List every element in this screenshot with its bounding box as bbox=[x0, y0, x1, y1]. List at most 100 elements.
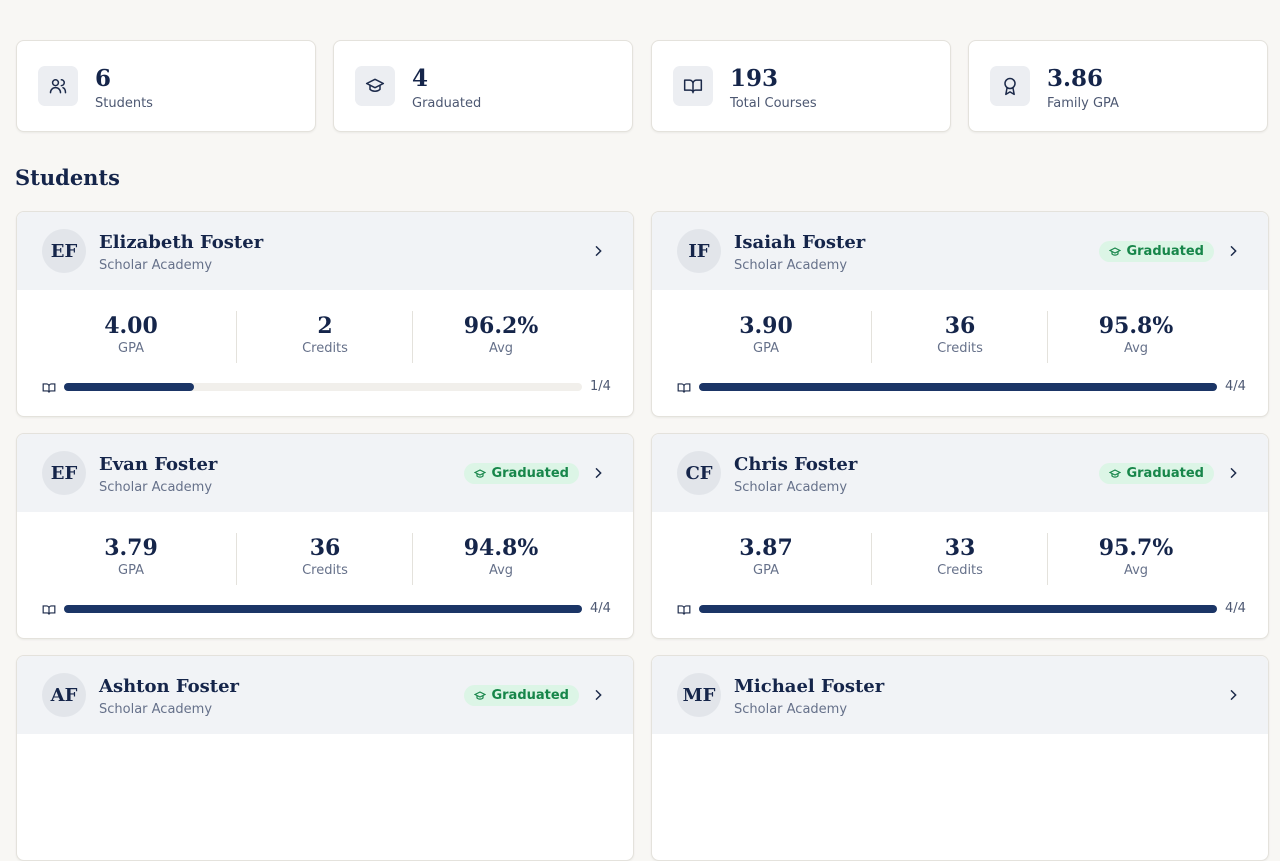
divider bbox=[412, 311, 413, 363]
student-gpa-label: GPA bbox=[753, 563, 779, 578]
stat-column: 94.8% Avg bbox=[413, 535, 589, 578]
stat-label: Family GPA bbox=[1047, 96, 1119, 111]
stat-value: 6 bbox=[95, 65, 112, 92]
chevron[interactable] bbox=[590, 687, 606, 707]
progress-fill bbox=[699, 383, 1217, 391]
section-title: Students bbox=[15, 165, 120, 190]
student-gpa-label: GPA bbox=[753, 341, 779, 356]
badge-text: Graduated bbox=[491, 466, 569, 481]
divider bbox=[236, 311, 237, 363]
student-credits-label: Credits bbox=[937, 341, 983, 356]
student-card: EF Evan Foster Scholar Academy Graduated 3.7… bbox=[16, 433, 634, 639]
student-gpa: 3.90 bbox=[739, 313, 793, 339]
student-name: Isaiah Foster bbox=[734, 232, 866, 253]
student-avg-label: Avg bbox=[1123, 341, 1149, 356]
divider bbox=[871, 533, 872, 585]
student-card: MF Michael Foster Scholar Academy bbox=[651, 655, 1269, 861]
stat-column: 4.00 GPA bbox=[43, 313, 219, 356]
badge-text: Graduated bbox=[1126, 244, 1204, 259]
chevron[interactable] bbox=[1225, 243, 1241, 263]
card-header: CF Chris Foster Scholar Academy Graduated bbox=[652, 434, 1268, 512]
student-gpa: 4.00 bbox=[104, 313, 158, 339]
chevron[interactable] bbox=[1225, 465, 1241, 485]
divider bbox=[1047, 533, 1048, 585]
divider bbox=[236, 533, 237, 585]
stat-column: 2 Credits bbox=[237, 313, 413, 356]
student-credits: 36 bbox=[309, 535, 341, 561]
chevron[interactable] bbox=[590, 243, 606, 263]
book-icon bbox=[42, 602, 56, 621]
school: Scholar Academy bbox=[734, 258, 848, 273]
badge-text: Graduated bbox=[491, 688, 569, 703]
student-name: Evan Foster bbox=[99, 454, 218, 475]
chevron[interactable] bbox=[1225, 687, 1241, 707]
student-gpa-label: GPA bbox=[118, 341, 144, 356]
stat-column: 96.2% Avg bbox=[413, 313, 589, 356]
student-name: Ashton Foster bbox=[99, 676, 240, 697]
student-credits: 2 bbox=[317, 313, 333, 339]
avatar: IF bbox=[677, 229, 721, 273]
student-card: CF Chris Foster Scholar Academy Graduated 3.… bbox=[651, 433, 1269, 639]
card-header: IF Isaiah Foster Scholar Academy Graduated bbox=[652, 212, 1268, 290]
stat-column: 3.90 GPA bbox=[678, 313, 854, 356]
progress-track bbox=[64, 383, 582, 391]
student-avg: 95.8% bbox=[1098, 313, 1174, 339]
progress-track bbox=[699, 605, 1217, 613]
divider bbox=[412, 533, 413, 585]
student-name: Chris Foster bbox=[734, 454, 858, 475]
card-header: EF Elizabeth Foster Scholar Academy bbox=[17, 212, 633, 290]
student-name: Michael Foster bbox=[734, 676, 885, 697]
card-header: AF Ashton Foster Scholar Academy Graduated bbox=[17, 656, 633, 734]
progress-label: 1/4 bbox=[590, 379, 611, 394]
progress-label: 4/4 bbox=[1225, 601, 1246, 616]
student-avg: 96.2% bbox=[463, 313, 539, 339]
school: Scholar Academy bbox=[734, 480, 848, 495]
school: Scholar Academy bbox=[734, 702, 848, 717]
stat-label: Total Courses bbox=[730, 96, 817, 111]
graduated-badge: Graduated bbox=[1099, 463, 1214, 484]
divider bbox=[1047, 311, 1048, 363]
student-credits-label: Credits bbox=[302, 563, 348, 578]
student-credits-label: Credits bbox=[302, 341, 348, 356]
student-credits-label: Credits bbox=[937, 563, 983, 578]
student-avg-label: Avg bbox=[488, 341, 514, 356]
stat-column: 95.8% Avg bbox=[1048, 313, 1224, 356]
stat-card: 3.86 Family GPA bbox=[968, 40, 1268, 132]
avatar: EF bbox=[42, 229, 86, 273]
graduated-badge: Graduated bbox=[464, 463, 579, 484]
student-avg-label: Avg bbox=[488, 563, 514, 578]
stat-column: 36 Credits bbox=[872, 313, 1048, 356]
stat-icon bbox=[38, 66, 78, 106]
progress-track bbox=[699, 383, 1217, 391]
student-credits: 36 bbox=[944, 313, 976, 339]
avatar: CF bbox=[677, 451, 721, 495]
progress-fill bbox=[699, 605, 1217, 613]
student-card: AF Ashton Foster Scholar Academy Graduated bbox=[16, 655, 634, 861]
badge-text: Graduated bbox=[1126, 466, 1204, 481]
stat-column: 3.79 GPA bbox=[43, 535, 219, 578]
divider bbox=[871, 311, 872, 363]
student-credits: 33 bbox=[944, 535, 976, 561]
student-card: IF Isaiah Foster Scholar Academy Graduated 3… bbox=[651, 211, 1269, 417]
student-name: Elizabeth Foster bbox=[99, 232, 264, 253]
progress-fill bbox=[64, 605, 582, 613]
school: Scholar Academy bbox=[99, 480, 213, 495]
stat-card: 193 Total Courses bbox=[651, 40, 951, 132]
card-header: MF Michael Foster Scholar Academy bbox=[652, 656, 1268, 734]
avatar: EF bbox=[42, 451, 86, 495]
student-gpa: 3.79 bbox=[104, 535, 158, 561]
book-icon bbox=[677, 380, 691, 399]
stat-column: 95.7% Avg bbox=[1048, 535, 1224, 578]
progress-label: 4/4 bbox=[590, 601, 611, 616]
chevron[interactable] bbox=[590, 465, 606, 485]
stat-column: 36 Credits bbox=[237, 535, 413, 578]
student-gpa-label: GPA bbox=[118, 563, 144, 578]
student-avg-label: Avg bbox=[1123, 563, 1149, 578]
stat-value: 193 bbox=[730, 65, 779, 92]
stat-card: 4 Graduated bbox=[333, 40, 633, 132]
card-header: EF Evan Foster Scholar Academy Graduated bbox=[17, 434, 633, 512]
book-icon bbox=[42, 380, 56, 399]
stat-icon bbox=[355, 66, 395, 106]
progress-label: 4/4 bbox=[1225, 379, 1246, 394]
stat-column: 3.87 GPA bbox=[678, 535, 854, 578]
